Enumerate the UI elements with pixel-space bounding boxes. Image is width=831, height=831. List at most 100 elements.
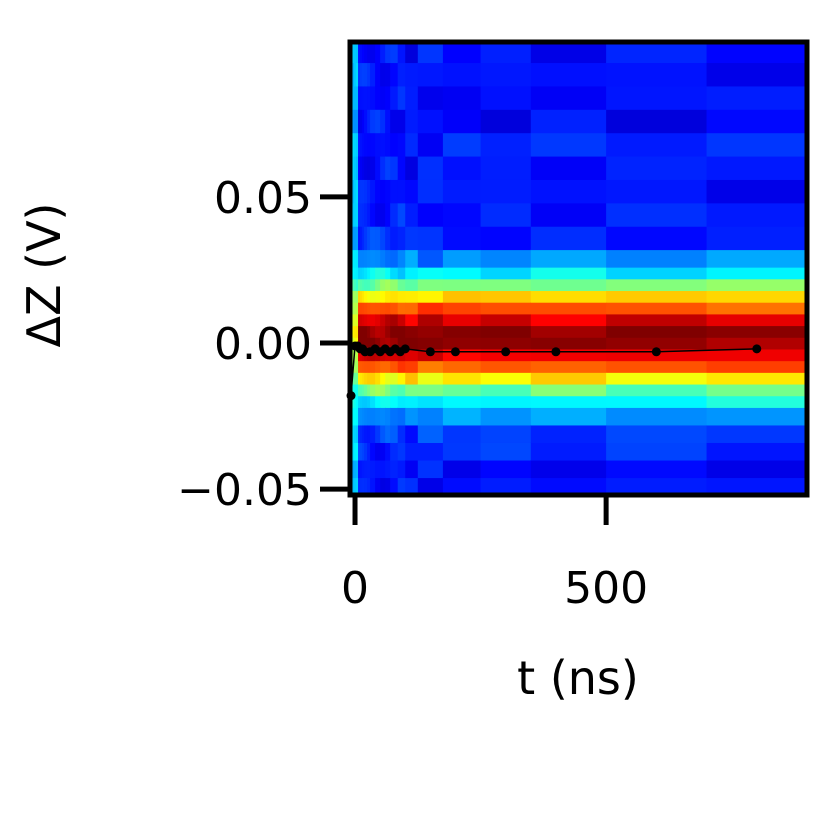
heatmap-cell (405, 179, 419, 204)
heatmap-cell (354, 202, 357, 227)
heatmap-cell (354, 290, 357, 303)
heatmap-cell (362, 278, 365, 292)
heatmap-cell (380, 372, 386, 385)
heatmap-cell (362, 62, 365, 87)
heatmap-cell (356, 477, 359, 496)
heatmap-cell (397, 249, 406, 268)
heatmap-cell (367, 267, 371, 280)
heatmap-cell (354, 155, 357, 180)
heatmap-cell (390, 424, 399, 443)
heatmap-cell (358, 360, 361, 373)
heatmap-cell (370, 132, 376, 157)
heatmap-cell (367, 85, 371, 110)
heatmap-cell (405, 155, 419, 180)
heatmap-cell (385, 42, 391, 64)
heatmap-cell (397, 290, 406, 303)
heatmap-cell (360, 155, 363, 180)
heatmap-cell (390, 226, 399, 251)
heatmap-cell (706, 337, 808, 350)
heatmap-cell (354, 109, 357, 134)
heatmap-cell (364, 42, 368, 64)
heatmap-cell (405, 62, 419, 87)
heatmap-cell (706, 85, 808, 110)
heatmap-cell (397, 442, 406, 461)
heatmap-cell (390, 249, 399, 268)
heatmap-cell (442, 372, 482, 385)
heatmap-cell (442, 348, 482, 362)
heatmap-cell (367, 442, 371, 461)
heatmap-cell (356, 459, 359, 479)
heatmap-cell (530, 302, 607, 315)
heatmap-cell (706, 313, 808, 327)
heatmap-cell (364, 360, 368, 373)
heatmap-cell (390, 290, 399, 303)
heatmap-cell (356, 313, 359, 327)
heatmap-cell (530, 202, 607, 227)
heatmap-cell (442, 267, 482, 280)
heatmap-cell (356, 267, 359, 280)
heatmap-cell (356, 62, 359, 87)
heatmap-cell (356, 42, 359, 64)
heatmap-cell (390, 85, 399, 110)
heatmap-cell (358, 424, 361, 443)
heatmap-cell (390, 372, 399, 385)
heatmap-cell (390, 313, 399, 327)
heatmap-cell (405, 325, 419, 338)
heatmap-cell (370, 202, 376, 227)
heatmap-cell (530, 348, 607, 362)
heatmap-cell (706, 325, 808, 338)
heatmap-cell (367, 459, 371, 479)
heatmap-cell (356, 290, 359, 303)
heatmap-cell (356, 360, 359, 373)
heatmap-cell (370, 459, 376, 479)
heatmap-cell (367, 302, 371, 315)
heatmap-cell (354, 42, 357, 64)
heatmap-cell (358, 348, 361, 362)
heatmap-cell (364, 442, 368, 461)
heatmap-cell (385, 407, 391, 426)
heatmap-cell (480, 202, 532, 227)
heatmap-cell (356, 155, 359, 180)
heatmap-cell (530, 290, 607, 303)
heatmap-cell (706, 424, 808, 443)
heatmap-cell (397, 372, 406, 385)
heatmap-cell (397, 62, 406, 87)
heatmap-cell (390, 62, 399, 87)
y-axis-label: ΔZ (V) (17, 203, 71, 348)
heatmap-cell (442, 424, 482, 443)
heatmap-cell (356, 202, 359, 227)
heatmap-cell (390, 278, 399, 292)
heatmap-cell (360, 348, 363, 362)
heatmap-cell (364, 278, 368, 292)
heatmap-cell (405, 424, 419, 443)
heatmap-cell (354, 372, 357, 385)
heatmap-cell (370, 249, 376, 268)
heatmap-cell (354, 267, 357, 280)
heatmap-cell (390, 325, 399, 338)
heatmap-cell (417, 202, 444, 227)
heatmap-cell (397, 85, 406, 110)
heatmap-cell (358, 62, 361, 87)
heatmap-cell (390, 202, 399, 227)
heatmap-cell (354, 85, 357, 110)
heatmap-cell (370, 85, 376, 110)
heatmap-cell (380, 477, 386, 496)
heatmap-cell (442, 132, 482, 157)
heatmap-cell (358, 442, 361, 461)
heatmap-cell (354, 348, 357, 362)
heatmap-cell (380, 226, 386, 251)
heatmap-cell (360, 337, 363, 350)
heatmap-cell (442, 155, 482, 180)
heatmap-cell (367, 202, 371, 227)
heatmap-cell (356, 85, 359, 110)
heatmap-cell (405, 202, 419, 227)
heatmap-cell (417, 360, 444, 373)
heatmap-cell (358, 249, 361, 268)
heatmap-cell (380, 132, 386, 157)
heatmap-cell (417, 62, 444, 87)
heatmap-cell (417, 477, 444, 496)
heatmap-cell (706, 395, 808, 408)
heatmap-cell (706, 290, 808, 303)
heatmap-cell (354, 459, 357, 479)
heatmap-cell (606, 85, 708, 110)
